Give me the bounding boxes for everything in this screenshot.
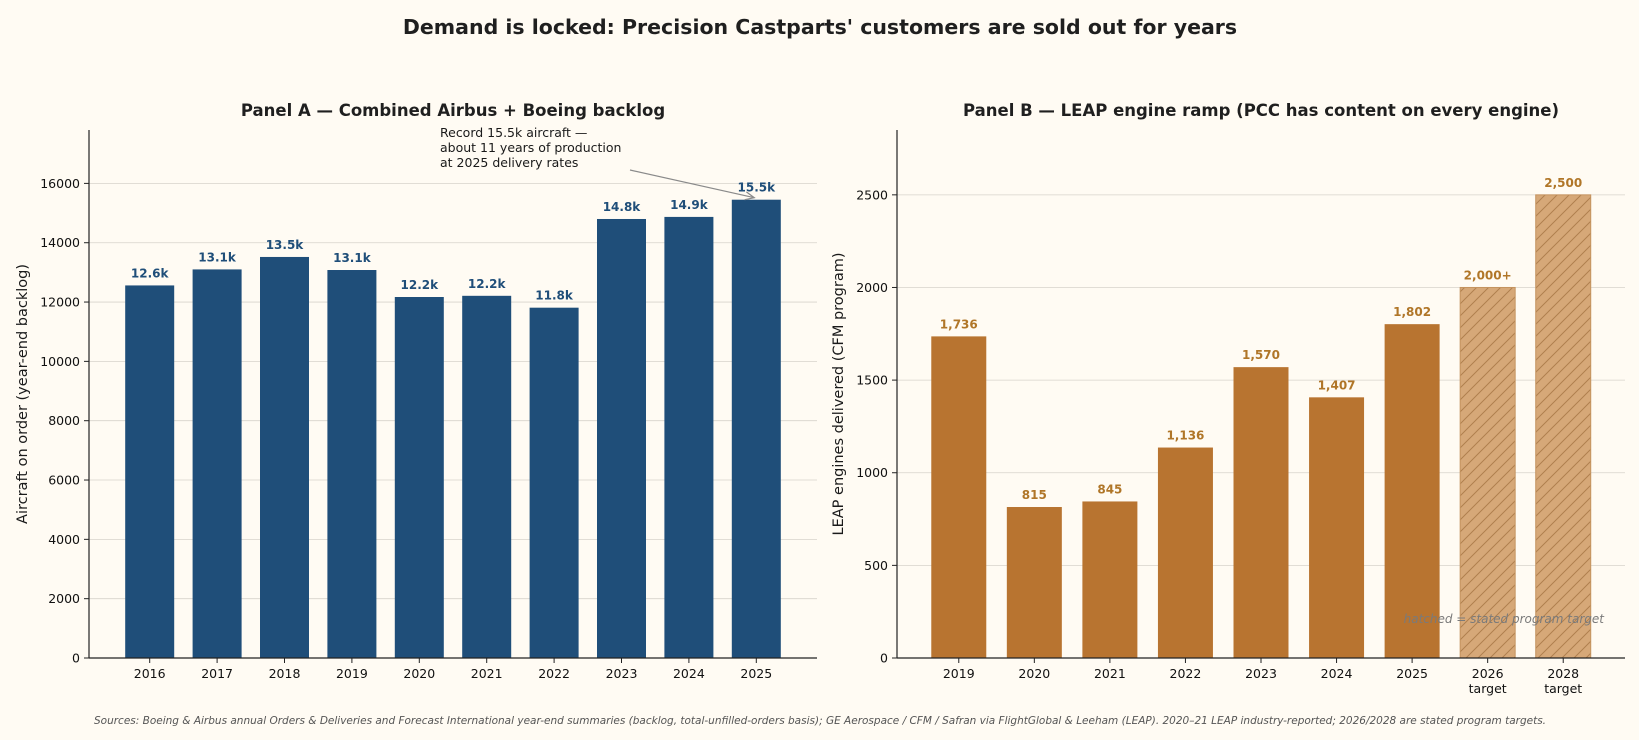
bar — [125, 285, 175, 658]
bar — [192, 269, 242, 658]
y-tick-label: 1500 — [856, 373, 888, 388]
y-tick-label: 0 — [72, 651, 80, 666]
panel-b-hatch-note: hatched = stated program target — [1404, 612, 1606, 626]
panel-a-y-axis-label: Aircraft on order (year-end backlog) — [15, 264, 31, 524]
bar-value-label: 1,802 — [1393, 305, 1431, 319]
bar — [731, 199, 781, 658]
bar-value-label: 815 — [1022, 488, 1047, 502]
bar-value-label: 15.5k — [738, 181, 777, 195]
x-tick-label: 2022 — [1170, 666, 1202, 681]
y-tick-label: 2000 — [856, 280, 888, 295]
x-tick-label: 2019 — [336, 666, 368, 681]
bar-value-label: 14.9k — [670, 198, 709, 212]
annotation-text: Record 15.5k aircraft — — [440, 125, 587, 140]
annotation-text: at 2025 delivery rates — [440, 155, 578, 170]
bar-target-hatch — [1459, 286, 1516, 659]
panel-a-annotation: Record 15.5k aircraft —about 11 years of… — [440, 125, 756, 201]
bar — [1309, 397, 1365, 658]
panel-a-title: Panel A — Combined Airbus + Boeing backl… — [241, 101, 665, 120]
y-tick-label: 2500 — [856, 187, 888, 202]
bar-value-label: 11.8k — [535, 289, 574, 303]
y-tick-label: 16000 — [40, 176, 80, 191]
footer-source-note: Sources: Boeing & Airbus annual Orders &… — [94, 715, 1546, 727]
bar-value-label: 1,736 — [940, 317, 978, 331]
x-tick-label: 2026 — [1472, 666, 1504, 681]
bar — [394, 297, 444, 658]
bar-value-label: 13.1k — [198, 250, 237, 264]
x-tick-label: 2028 — [1547, 666, 1579, 681]
y-tick-label: 14000 — [40, 235, 80, 250]
bar — [597, 218, 646, 658]
bar-value-label: 13.1k — [333, 251, 372, 265]
bar-value-label: 14.8k — [603, 200, 642, 214]
x-tick-label: 2025 — [740, 666, 772, 681]
x-tick-label: 2023 — [606, 666, 638, 681]
x-tick-label: 2024 — [673, 666, 705, 681]
x-tick-label: 2016 — [134, 666, 166, 681]
bar-value-label: 845 — [1097, 482, 1122, 496]
bar — [931, 336, 987, 658]
x-tick-label: 2022 — [538, 666, 570, 681]
bar-value-label: 2,000+ — [1464, 268, 1512, 282]
bar — [260, 256, 309, 658]
y-tick-label: 12000 — [40, 295, 80, 310]
x-tick-label: target — [1469, 681, 1507, 696]
bar-value-label: 2,500 — [1544, 176, 1582, 190]
x-tick-label: 2023 — [1245, 666, 1277, 681]
panel-a-bars — [125, 199, 781, 658]
bar-value-label: 1,570 — [1242, 348, 1280, 362]
figure-title: Demand is locked: Precision Castparts' c… — [403, 15, 1237, 39]
bar-value-label: 12.6k — [131, 266, 170, 280]
panel-a-chart: 0 2000 4000 6000 8000 10000 12000 14000 16000 201… — [15, 101, 817, 681]
panel-a-ticks: 0 2000 4000 6000 8000 10000 12000 14000 16000 201… — [40, 176, 772, 681]
bar — [1233, 367, 1289, 658]
y-tick-label: 2000 — [48, 591, 80, 606]
x-tick-label: 2020 — [1018, 666, 1050, 681]
panel-b-chart: 0 500 1000 1500 2000 2500 2019 2020 2021 2022 2023… — [831, 101, 1625, 696]
y-tick-label: 8000 — [48, 413, 80, 428]
x-tick-label: 2021 — [471, 666, 503, 681]
x-tick-label: 2018 — [269, 666, 301, 681]
annotation-text: about 11 years of production — [440, 140, 621, 155]
panel-b-bars — [931, 194, 1592, 659]
bar — [1006, 507, 1062, 658]
panel-a-data-labels: 12.6k 13.1k 13.5k 13.1k 12.2k 12.2k 11.8k 14.8k… — [131, 181, 776, 303]
bar — [1384, 324, 1440, 658]
y-tick-label: 0 — [880, 651, 888, 666]
panel-b-title: Panel B — LEAP engine ramp (PCC has cont… — [963, 101, 1559, 120]
x-tick-label: 2019 — [943, 666, 975, 681]
bar — [664, 216, 714, 658]
bar-value-label: 1,407 — [1318, 378, 1356, 392]
panel-a-axes — [88, 130, 817, 659]
bar — [327, 270, 377, 658]
y-tick-label: 6000 — [48, 473, 80, 488]
annotation-arrowhead — [744, 191, 756, 201]
bar — [1157, 447, 1213, 658]
x-tick-label: 2020 — [403, 666, 435, 681]
y-tick-label: 500 — [864, 558, 888, 573]
bar-target-hatch — [1535, 194, 1592, 659]
bar-value-label: 12.2k — [401, 278, 440, 292]
x-tick-label: 2024 — [1321, 666, 1353, 681]
panel-b-y-axis-label: LEAP engines delivered (CFM program) — [831, 253, 847, 536]
annotation-arrow — [629, 169, 755, 199]
y-tick-label: 1000 — [856, 465, 888, 480]
y-tick-label: 10000 — [40, 354, 80, 369]
bar — [1082, 501, 1138, 658]
x-tick-label: 2025 — [1396, 666, 1428, 681]
x-tick-label: 2021 — [1094, 666, 1126, 681]
x-tick-label: 2017 — [201, 666, 233, 681]
x-tick-label: target — [1544, 681, 1582, 696]
bar-value-label: 13.5k — [266, 238, 305, 252]
bar-value-label: 12.2k — [468, 277, 507, 291]
panel-b-data-labels: 1,736 815 845 1,136 1,570 1,407 1,802 2,000+ 2,5… — [940, 176, 1582, 502]
bar-value-label: 1,136 — [1166, 429, 1204, 443]
y-tick-label: 4000 — [48, 532, 80, 547]
panel-b-ticks: 0 500 1000 1500 2000 2500 2019 2020 2021 2022 2023… — [856, 187, 1582, 696]
bar — [529, 307, 579, 658]
bar — [462, 295, 512, 658]
